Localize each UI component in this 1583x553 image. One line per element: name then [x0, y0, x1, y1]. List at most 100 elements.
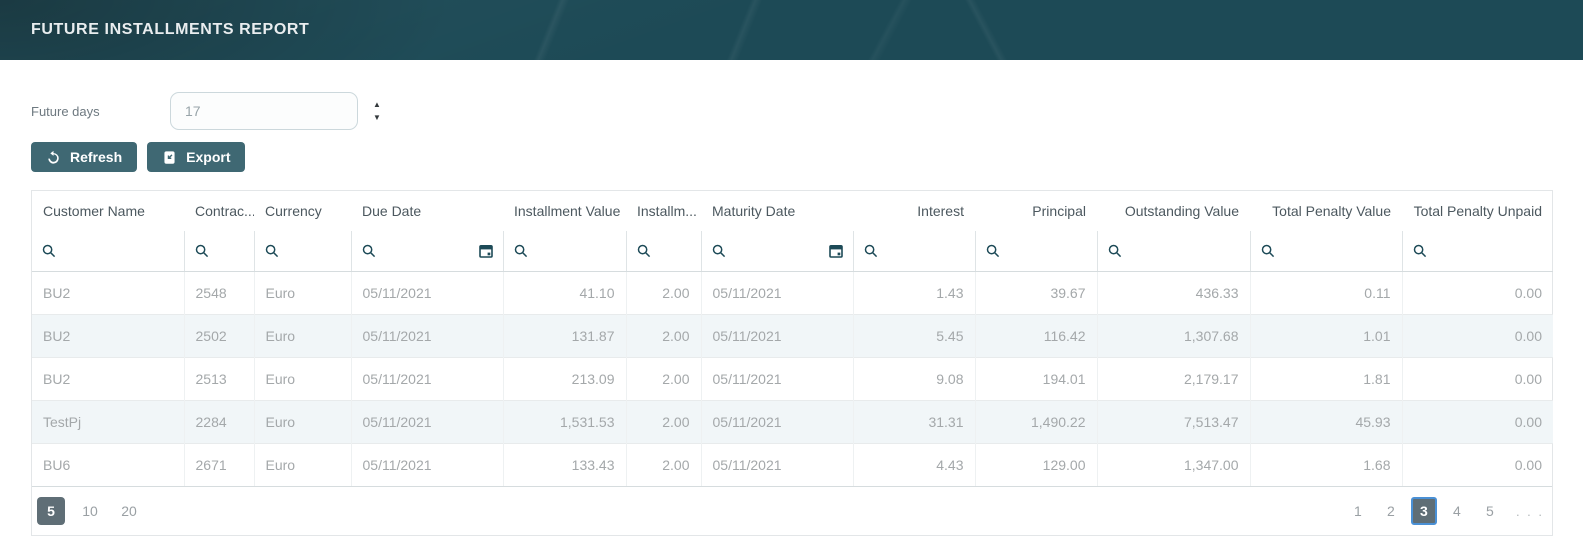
table-row[interactable]: TestPj2284Euro05/11/20211,531.532.0005/1…	[32, 400, 1553, 443]
cell-outstanding-value: 1,307.68	[1097, 314, 1250, 357]
column-header-maturity-date[interactable]: Maturity Date	[701, 191, 853, 231]
cell-principal: 1,490.22	[975, 400, 1097, 443]
refresh-button-label: Refresh	[70, 149, 122, 165]
app-header: FUTURE INSTALLMENTS REPORT	[0, 0, 1583, 60]
column-header-currency[interactable]: Currency	[254, 191, 351, 231]
cell-principal: 116.42	[975, 314, 1097, 357]
column-header-installm[interactable]: Installm...	[626, 191, 701, 231]
column-header-interest[interactable]: Interest	[853, 191, 975, 231]
export-button-label: Export	[186, 149, 230, 165]
cell-contrac: 2513	[184, 357, 254, 400]
cell-installment-value: 131.87	[503, 314, 626, 357]
column-header-outstanding-value[interactable]: Outstanding Value	[1097, 191, 1250, 231]
cell-total-penalty-unpaid: 0.00	[1402, 314, 1553, 357]
spin-up-icon: ▲	[373, 100, 381, 109]
filter-cell-due-date[interactable]	[351, 231, 503, 271]
cell-maturity-date: 05/11/2021	[701, 400, 853, 443]
spin-buttons: ▲ ▼	[371, 101, 383, 122]
page-5[interactable]: 5	[1477, 497, 1503, 525]
cell-principal: 194.01	[975, 357, 1097, 400]
table-row[interactable]: BU22548Euro05/11/202141.102.0005/11/2021…	[32, 271, 1553, 314]
column-header-customer-name[interactable]: Customer Name	[32, 191, 184, 231]
filter-cell-total-penalty-value[interactable]	[1250, 231, 1402, 271]
calendar-icon[interactable]	[829, 244, 843, 258]
filter-cell-installm[interactable]	[626, 231, 701, 271]
cell-installment-value: 133.43	[503, 443, 626, 486]
column-header-installment-value[interactable]: Installment Value	[503, 191, 626, 231]
filter-cell-outstanding-value[interactable]	[1097, 231, 1250, 271]
cell-installm: 2.00	[626, 357, 701, 400]
cell-total-penalty-value: 45.93	[1250, 400, 1402, 443]
cell-currency: Euro	[254, 314, 351, 357]
column-header-total-penalty-value[interactable]: Total Penalty Value	[1250, 191, 1402, 231]
cell-principal: 39.67	[975, 271, 1097, 314]
search-icon	[362, 244, 376, 258]
cell-installment-value: 213.09	[503, 357, 626, 400]
cell-currency: Euro	[254, 443, 351, 486]
table-header-row: Customer NameContrac...CurrencyDue DateI…	[32, 191, 1553, 231]
search-icon	[1108, 244, 1122, 258]
cell-outstanding-value: 7,513.47	[1097, 400, 1250, 443]
cell-interest: 4.43	[853, 443, 975, 486]
spin-down-button[interactable]: ▼	[371, 114, 383, 122]
cell-interest: 9.08	[853, 357, 975, 400]
column-header-due-date[interactable]: Due Date	[351, 191, 503, 231]
filter-cell-principal[interactable]	[975, 231, 1097, 271]
cell-due-date: 05/11/2021	[351, 443, 503, 486]
page-3[interactable]: 3	[1411, 497, 1437, 525]
pager-ellipsis: . . .	[1516, 504, 1544, 519]
filter-cell-maturity-date[interactable]	[701, 231, 853, 271]
cell-customer-name: TestPj	[32, 400, 184, 443]
page-size-selector: 5 10 20	[37, 497, 143, 525]
content: Future days ▲ ▼ Refresh	[0, 92, 1583, 536]
page-2[interactable]: 2	[1378, 497, 1404, 525]
filter-cell-total-penalty-unpaid[interactable]	[1402, 231, 1553, 271]
filter-cell-contrac[interactable]	[184, 231, 254, 271]
cell-outstanding-value: 2,179.17	[1097, 357, 1250, 400]
spin-up-button[interactable]: ▲	[371, 101, 383, 109]
filter-cell-customer-name[interactable]	[32, 231, 184, 271]
cell-installm: 2.00	[626, 271, 701, 314]
search-icon	[864, 244, 878, 258]
column-header-contrac[interactable]: Contrac...	[184, 191, 254, 231]
toolbar: Refresh Export	[31, 142, 1553, 172]
filter-cell-interest[interactable]	[853, 231, 975, 271]
cell-maturity-date: 05/11/2021	[701, 443, 853, 486]
cell-interest: 31.31	[853, 400, 975, 443]
calendar-icon[interactable]	[479, 244, 493, 258]
column-header-principal[interactable]: Principal	[975, 191, 1097, 231]
export-button[interactable]: Export	[147, 142, 245, 172]
cell-total-penalty-value: 1.01	[1250, 314, 1402, 357]
column-header-total-penalty-unpaid[interactable]: Total Penalty Unpaid	[1402, 191, 1553, 231]
page-size-5[interactable]: 5	[37, 497, 65, 525]
cell-total-penalty-value: 1.81	[1250, 357, 1402, 400]
page-1[interactable]: 1	[1345, 497, 1371, 525]
refresh-button[interactable]: Refresh	[31, 142, 137, 172]
page-4[interactable]: 4	[1444, 497, 1470, 525]
cell-total-penalty-value: 1.68	[1250, 443, 1402, 486]
cell-total-penalty-unpaid: 0.00	[1402, 400, 1553, 443]
table-row[interactable]: BU22513Euro05/11/2021213.092.0005/11/202…	[32, 357, 1553, 400]
table-row[interactable]: BU62671Euro05/11/2021133.432.0005/11/202…	[32, 443, 1553, 486]
search-icon	[1261, 244, 1275, 258]
cell-total-penalty-unpaid: 0.00	[1402, 357, 1553, 400]
page-navigator: 12345 . . .	[1345, 497, 1544, 525]
cell-due-date: 05/11/2021	[351, 400, 503, 443]
cell-outstanding-value: 436.33	[1097, 271, 1250, 314]
page-size-20[interactable]: 20	[115, 497, 143, 525]
refresh-icon	[46, 150, 61, 165]
cell-due-date: 05/11/2021	[351, 314, 503, 357]
cell-total-penalty-unpaid: 0.00	[1402, 271, 1553, 314]
future-days-input[interactable]	[171, 103, 357, 119]
table-filter-row	[32, 231, 1553, 271]
cell-total-penalty-unpaid: 0.00	[1402, 443, 1553, 486]
cell-customer-name: BU2	[32, 357, 184, 400]
search-icon	[42, 244, 56, 258]
table-row[interactable]: BU22502Euro05/11/2021131.872.0005/11/202…	[32, 314, 1553, 357]
cell-installm: 2.00	[626, 400, 701, 443]
filter-cell-installment-value[interactable]	[503, 231, 626, 271]
page-size-10[interactable]: 10	[76, 497, 104, 525]
cell-currency: Euro	[254, 271, 351, 314]
filter-cell-currency[interactable]	[254, 231, 351, 271]
search-icon	[195, 244, 209, 258]
